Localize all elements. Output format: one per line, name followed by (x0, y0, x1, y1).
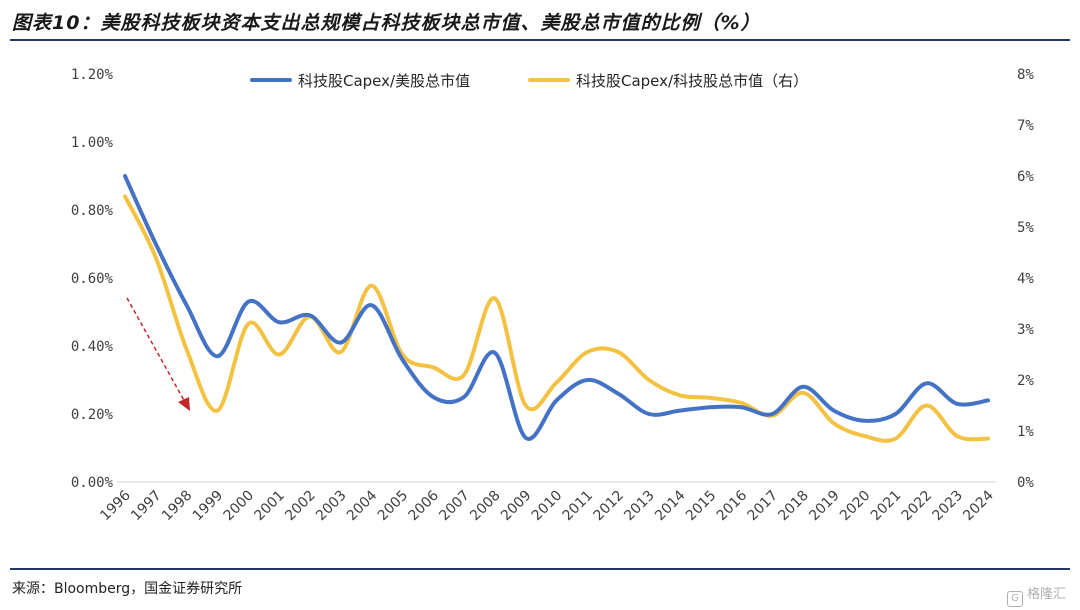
x-tick-label: 2015 (683, 488, 720, 525)
x-tick-label: 2008 (467, 488, 504, 525)
x-tick-label: 2003 (313, 488, 350, 525)
watermark: G 格隆汇 (1006, 583, 1066, 607)
legend-label-1: 科技股Capex/美股总市值 (298, 72, 470, 90)
x-tick-label: 2010 (529, 488, 566, 525)
legend-label-2: 科技股Capex/科技股总市值（右） (576, 72, 808, 90)
x-tick-label: 2022 (899, 488, 936, 525)
x-tick-label: 1996 (97, 487, 134, 524)
series-line-tech-capex-to-tech-mktcap (123, 194, 990, 443)
chart-title: 图表10：美股科技板块资本支出总规模占科技板块总市值、美股总市值的比例（%） (12, 12, 761, 34)
x-tick-label: 2001 (251, 488, 288, 525)
watermark-text: 格隆汇 (1026, 587, 1066, 602)
line-chart: 0.00% 0.20% 0.40% 0.60% 0.80% 1.00% 1.20% 0% 1% 2… (71, 67, 1035, 525)
left-y-tick-label: 0.80% (71, 203, 114, 219)
x-tick-label: 2024 (960, 487, 997, 524)
x-tick-label: 2019 (806, 488, 843, 525)
right-y-tick-label: 8% (1017, 67, 1034, 83)
x-tick-label: 2007 (436, 488, 473, 525)
x-tick-label: 2021 (868, 488, 905, 525)
right-y-tick-label: 2% (1017, 373, 1034, 389)
x-tick-label: 2012 (590, 488, 627, 525)
x-tick-label: 2002 (282, 488, 319, 525)
watermark-logo-icon: G (1006, 591, 1023, 607)
x-tick-label: 2018 (775, 488, 812, 525)
right-y-tick-label: 1% (1017, 424, 1034, 440)
x-tick-label: 2005 (375, 488, 412, 525)
source-note: 来源：Bloomberg，国金证券研究所 (12, 581, 243, 597)
right-y-tick-label: 5% (1017, 220, 1034, 236)
x-tick-label: 1997 (128, 488, 165, 525)
left-y-tick-label: 0.40% (71, 339, 114, 355)
x-tick-label: 2023 (929, 488, 966, 525)
right-y-tick-label: 3% (1017, 322, 1034, 338)
x-tick-label: 2017 (745, 488, 782, 525)
left-y-tick-label: 1.00% (71, 135, 114, 151)
x-tick-label: 2011 (560, 488, 597, 525)
x-tick-label: 2016 (714, 487, 751, 524)
left-y-tick-label: 1.20% (71, 67, 114, 83)
x-tick-label: 2004 (344, 487, 381, 524)
x-tick-label: 2006 (406, 487, 443, 524)
right-y-tick-label: 6% (1017, 169, 1034, 185)
x-tick-label: 1999 (190, 488, 227, 525)
trend-arrow-annotation (126, 297, 190, 411)
x-tick-label: 2014 (652, 487, 689, 524)
series-line-tech-capex-to-us-mktcap (123, 174, 990, 441)
footer-divider (10, 568, 1070, 570)
x-tick-label: 2000 (221, 488, 258, 525)
x-tick-label: 2009 (498, 488, 535, 525)
left-y-tick-label: 0.20% (71, 407, 114, 423)
right-y-tick-label: 0% (1017, 475, 1034, 491)
x-tick-label: 2013 (621, 488, 658, 525)
x-tick-label: 1998 (159, 488, 196, 525)
right-y-tick-label: 4% (1017, 271, 1034, 287)
x-tick-label: 2020 (837, 488, 874, 525)
title-divider (10, 39, 1070, 41)
left-y-tick-label: 0.00% (71, 475, 114, 491)
right-y-tick-label: 7% (1017, 118, 1034, 134)
left-y-tick-label: 0.60% (71, 271, 114, 287)
